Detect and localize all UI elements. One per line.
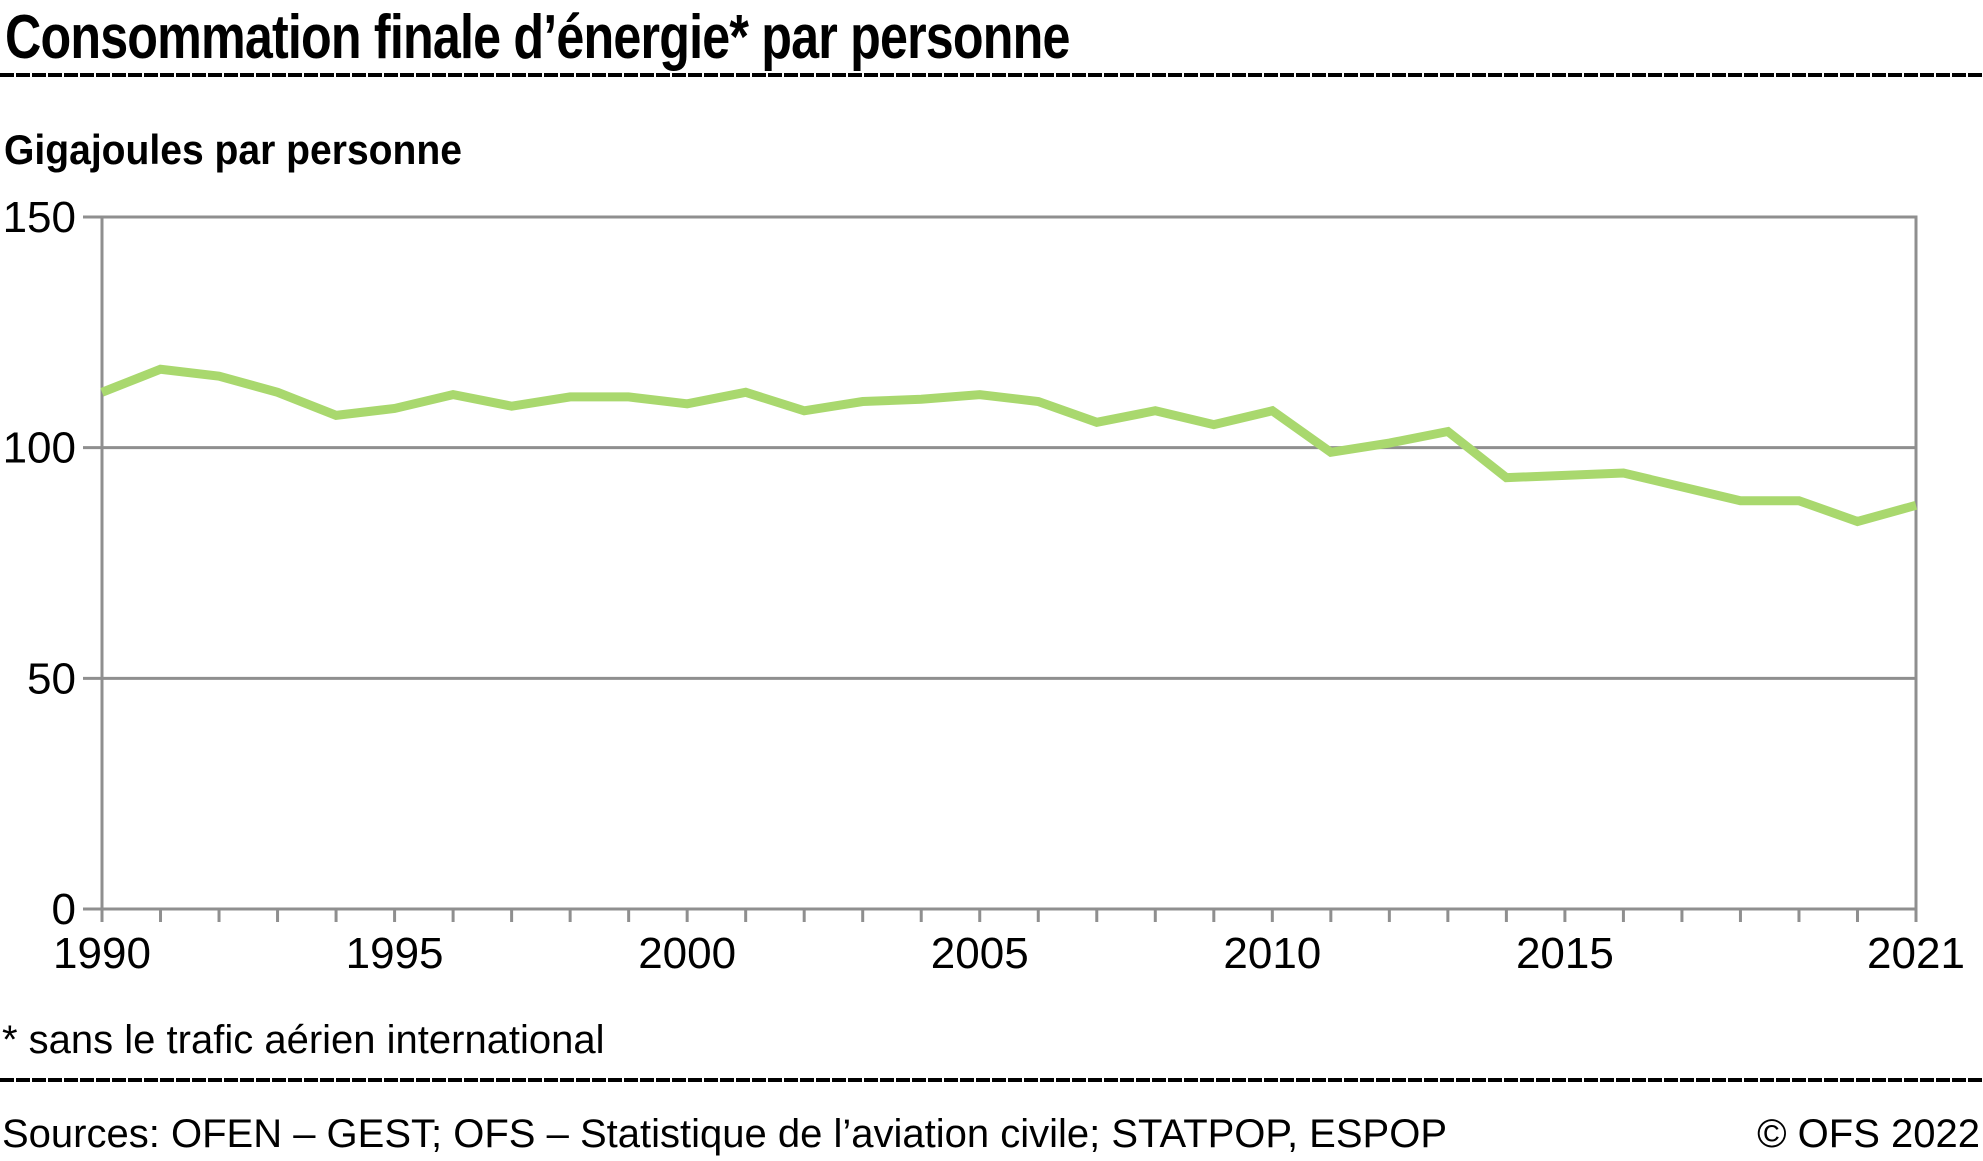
copyright-text: © OFS 2022: [1757, 1112, 1980, 1156]
y-tick-label: 150: [3, 193, 76, 242]
footer: Sources: OFEN – GEST; OFS – Statistique …: [2, 1112, 1980, 1157]
sources-text: Sources: OFEN – GEST; OFS – Statistique …: [2, 1112, 1447, 1156]
y-tick-label: 50: [27, 654, 76, 703]
y-axis-unit-label: Gigajoules par personne: [4, 126, 462, 173]
y-tick-label: 100: [3, 424, 76, 473]
x-tick-label: 2010: [1223, 929, 1321, 978]
footnote: * sans le trafic aérien international: [2, 1018, 605, 1062]
footer-rule: [0, 1078, 1983, 1082]
x-tick-label: 2000: [638, 929, 736, 978]
y-tick-label: 0: [52, 885, 76, 934]
x-tick-label: 2021: [1867, 929, 1965, 978]
energy-line-series: [100, 364, 1918, 527]
page-title: Consommation finale d’énergie* par perso…: [5, 3, 1070, 72]
title-rule: [0, 73, 1983, 77]
x-tick-label: 2015: [1516, 929, 1614, 978]
x-tick-label: 1995: [346, 929, 444, 978]
x-tick-label: 2005: [931, 929, 1029, 978]
line-chart: 0 50 100 150 1990 1995 2000 2005 2010 2015 2021: [3, 193, 1965, 978]
x-tick-label: 1990: [53, 929, 151, 978]
